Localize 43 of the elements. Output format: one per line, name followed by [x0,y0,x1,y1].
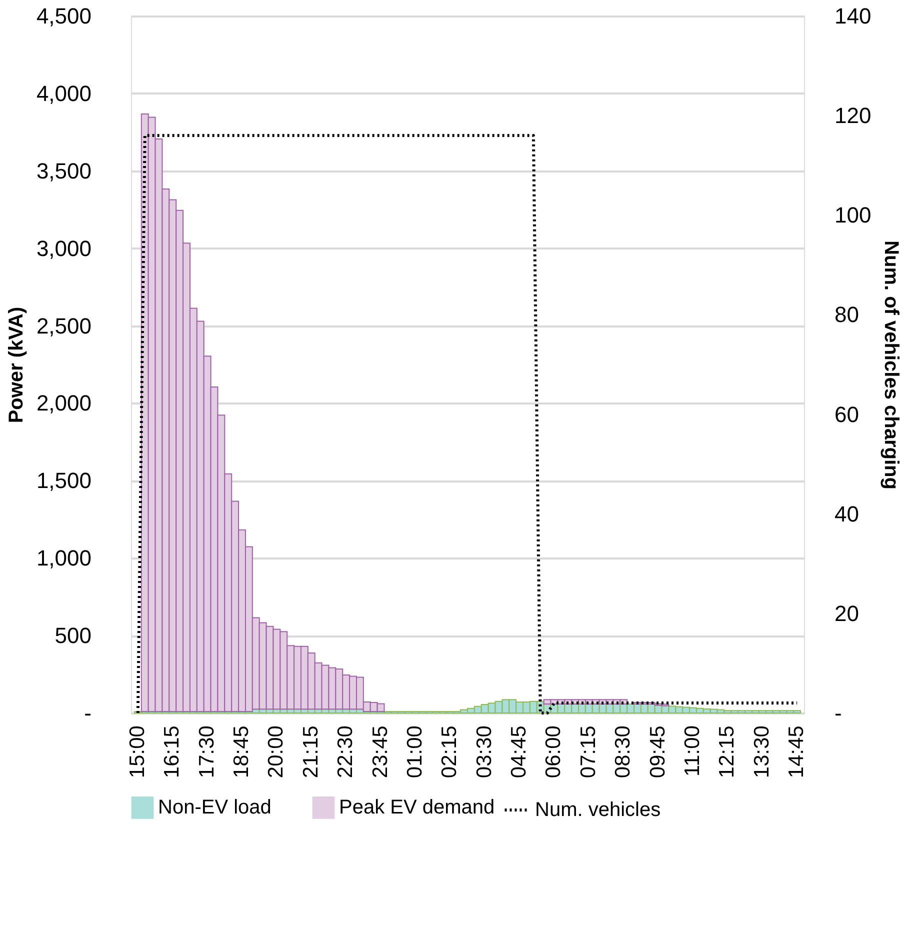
y-tick-label: 2,000 [36,390,92,416]
y-tick-label: 2,500 [36,313,92,338]
x-tick-label: 03:30 [472,726,496,778]
y-tick-label: 3,500 [36,158,92,184]
y-axis-title: Power (kVA) [5,306,28,424]
x-tick-label: 02:15 [438,726,462,778]
x-tick-label: 17:30 [195,726,218,778]
y-tick-label: 500 [54,623,92,648]
x-tick-label: 22:30 [334,726,358,778]
y-tick-label: 1,000 [36,546,92,571]
y-tick-label: - [84,700,92,726]
y2-axis-title: Num. of vehicles charging [880,240,902,490]
y-tick-label: 3,000 [36,236,92,261]
y2-tick-label: 80 [834,302,859,328]
y2-tick-label: - [834,700,842,726]
y-tick-label: 4,000 [36,80,92,106]
y2-tick-label: 40 [834,501,859,526]
x-tick-label: 12:15 [716,726,739,778]
y2-tick-label: 120 [834,103,872,128]
x-tick-label: 23:45 [368,726,392,778]
y2-tick-label: 100 [834,202,872,228]
x-tick-label: 09:45 [646,726,670,778]
legend-label: Non-EV load [158,796,272,819]
legend-label: Num. vehicles [535,799,661,821]
y-tick-label: 1,500 [36,468,92,494]
x-tick-label: 16:15 [160,726,184,778]
y-tick-label: 4,500 [36,4,92,28]
x-tick-label: 21:15 [299,726,322,778]
x-tick-label: 01:00 [403,726,426,778]
x-tick-label: 18:45 [230,726,254,778]
y2-tick-label: 60 [834,402,859,427]
x-tick-label: 13:30 [750,726,774,778]
x-tick-label: 15:00 [126,726,149,778]
x-tick-label: 20:00 [264,726,288,778]
x-tick-label: 07:15 [576,726,600,778]
x-tick-label: 11:00 [680,726,704,776]
x-tick-label: 08:30 [612,726,635,778]
x-tick-label: 14:45 [785,726,808,778]
y2-tick-label: 20 [834,600,859,626]
x-tick-label: 04:45 [508,726,531,778]
y2-tick-label: 140 [834,4,872,28]
legend-label: Peak EV demand [339,796,495,819]
x-tick-label: 06:00 [542,726,566,778]
